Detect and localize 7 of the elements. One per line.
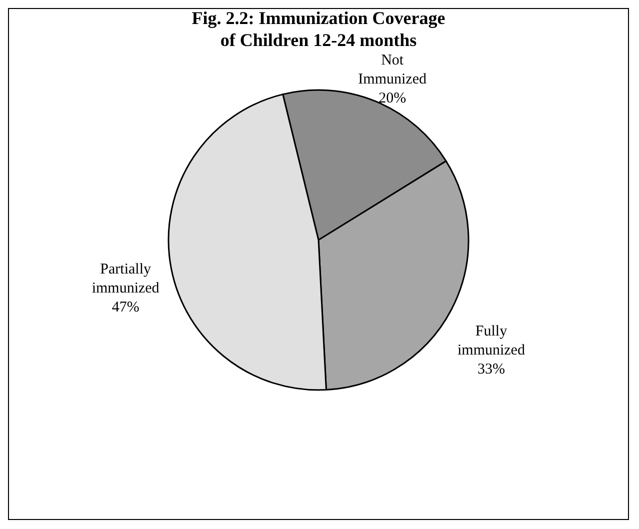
chart-title: Fig. 2.2: Immunization Coverage of Children 12-24 months	[192, 8, 446, 50]
slice-label: Fully immunized	[457, 323, 526, 358]
slice-label: Partially immunized	[92, 261, 160, 296]
data-label: 20%	[378, 90, 406, 107]
data-label: 47%	[112, 299, 140, 316]
slice-label: Not Immunized	[358, 52, 427, 88]
data-label: 33%	[477, 361, 505, 378]
